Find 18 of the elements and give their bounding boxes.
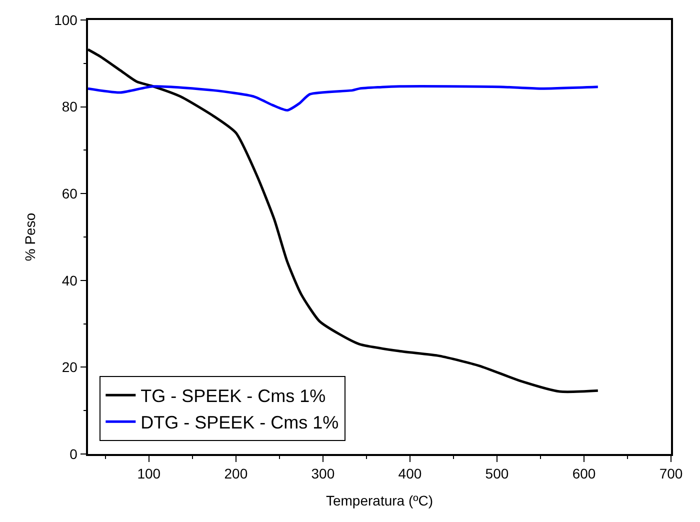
legend-label: DTG - SPEEK - Cms 1% (140, 412, 339, 433)
x-tick-label: 300 (311, 466, 335, 482)
y-tick-label: 100 (54, 12, 78, 28)
y-tick-label: 0 (70, 446, 78, 462)
y-tick-label: 20 (62, 359, 78, 376)
x-tick-label: 200 (224, 466, 248, 482)
x-tick-label: 100 (137, 466, 161, 482)
x-axis-title: Temperatura (ºC) (326, 492, 434, 508)
line-series (88, 85, 600, 112)
y-tick-label: 60 (62, 186, 78, 202)
y-tick-label: 80 (62, 98, 78, 115)
x-tick-label: 700 (659, 466, 683, 482)
x-tick-label: 400 (398, 466, 422, 482)
x-tick-label: 500 (485, 466, 509, 482)
x-tick-label: 600 (572, 466, 596, 482)
y-tick-label: 40 (62, 272, 78, 288)
y-axis-title: % Peso (22, 212, 38, 262)
legend-label: TG - SPEEK - Cms 1% (140, 386, 326, 406)
